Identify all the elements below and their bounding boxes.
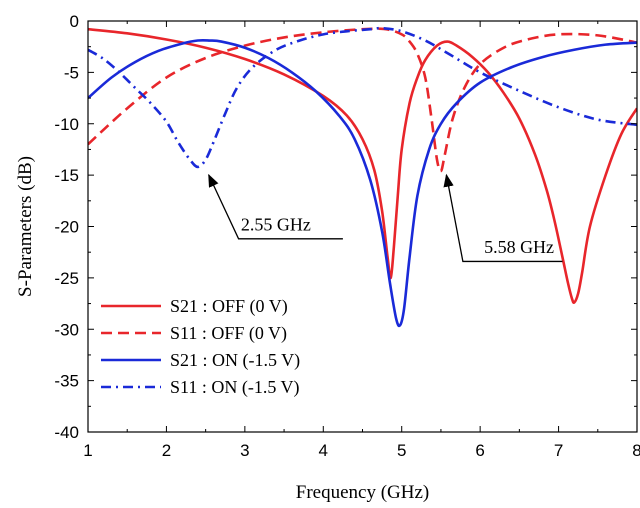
- legend: S21 : OFF (0 V) S11 : OFF (0 V) S21 : ON (…: [101, 296, 300, 398]
- y-tick-label: -15: [54, 166, 79, 185]
- legend-label: S11 : OFF (0 V): [170, 323, 287, 344]
- y-tick-label: -20: [54, 218, 79, 237]
- plot-series-layer: [88, 26, 637, 328]
- annotation-label: 5.58 GHz: [484, 237, 554, 257]
- y-tick-label: -40: [54, 423, 79, 442]
- x-tick-label: 4: [319, 441, 328, 460]
- y-tick-label: -5: [64, 63, 79, 82]
- axes-layer: 1 2 3 4 5 6 7 8 0 -5 -10 -15 -20 -25 -30 -35 -40: [54, 12, 640, 460]
- series-line-4: [88, 26, 637, 169]
- legend-label: S21 : OFF (0 V): [170, 296, 288, 317]
- annotation-leader-line: [443, 173, 563, 263]
- y-tick-label: -10: [54, 115, 79, 134]
- x-tick-label: 1: [83, 441, 92, 460]
- legend-label: S11 : ON (-1.5 V): [170, 377, 300, 398]
- y-tick-label: -30: [54, 320, 79, 339]
- y-axis-title: S-Parameters (dB): [15, 156, 36, 297]
- y-tick-label: -35: [54, 372, 79, 391]
- x-tick-label: 8: [632, 441, 640, 460]
- x-tick-label: 7: [554, 441, 563, 460]
- annotation-2: 5.58 GHz: [443, 173, 563, 263]
- x-tick-label: 6: [475, 441, 484, 460]
- x-tick-label: 3: [240, 441, 249, 460]
- series-line-1: [88, 27, 637, 305]
- legend-label: S21 : ON (-1.5 V): [170, 350, 300, 371]
- annotation-label: 2.55 GHz: [241, 215, 311, 235]
- series-line-3: [88, 38, 637, 328]
- x-tick-label: 5: [397, 441, 406, 460]
- legend-entry-4: S11 : ON (-1.5 V): [101, 377, 300, 398]
- legend-entry-1: S21 : OFF (0 V): [101, 296, 288, 317]
- annotation-leader-line: [208, 173, 343, 240]
- series-line-2: [88, 27, 637, 173]
- legend-entry-3: S21 : ON (-1.5 V): [101, 350, 300, 371]
- y-tick-label: 0: [70, 12, 79, 31]
- annotation-layer: 2.55 GHz 5.58 GHz: [208, 173, 563, 263]
- annotation-1: 2.55 GHz: [208, 173, 343, 240]
- legend-entry-2: S11 : OFF (0 V): [101, 323, 287, 344]
- x-axis-title: Frequency (GHz): [296, 482, 429, 503]
- x-tick-label: 2: [162, 441, 171, 460]
- y-tick-label: -25: [54, 269, 79, 288]
